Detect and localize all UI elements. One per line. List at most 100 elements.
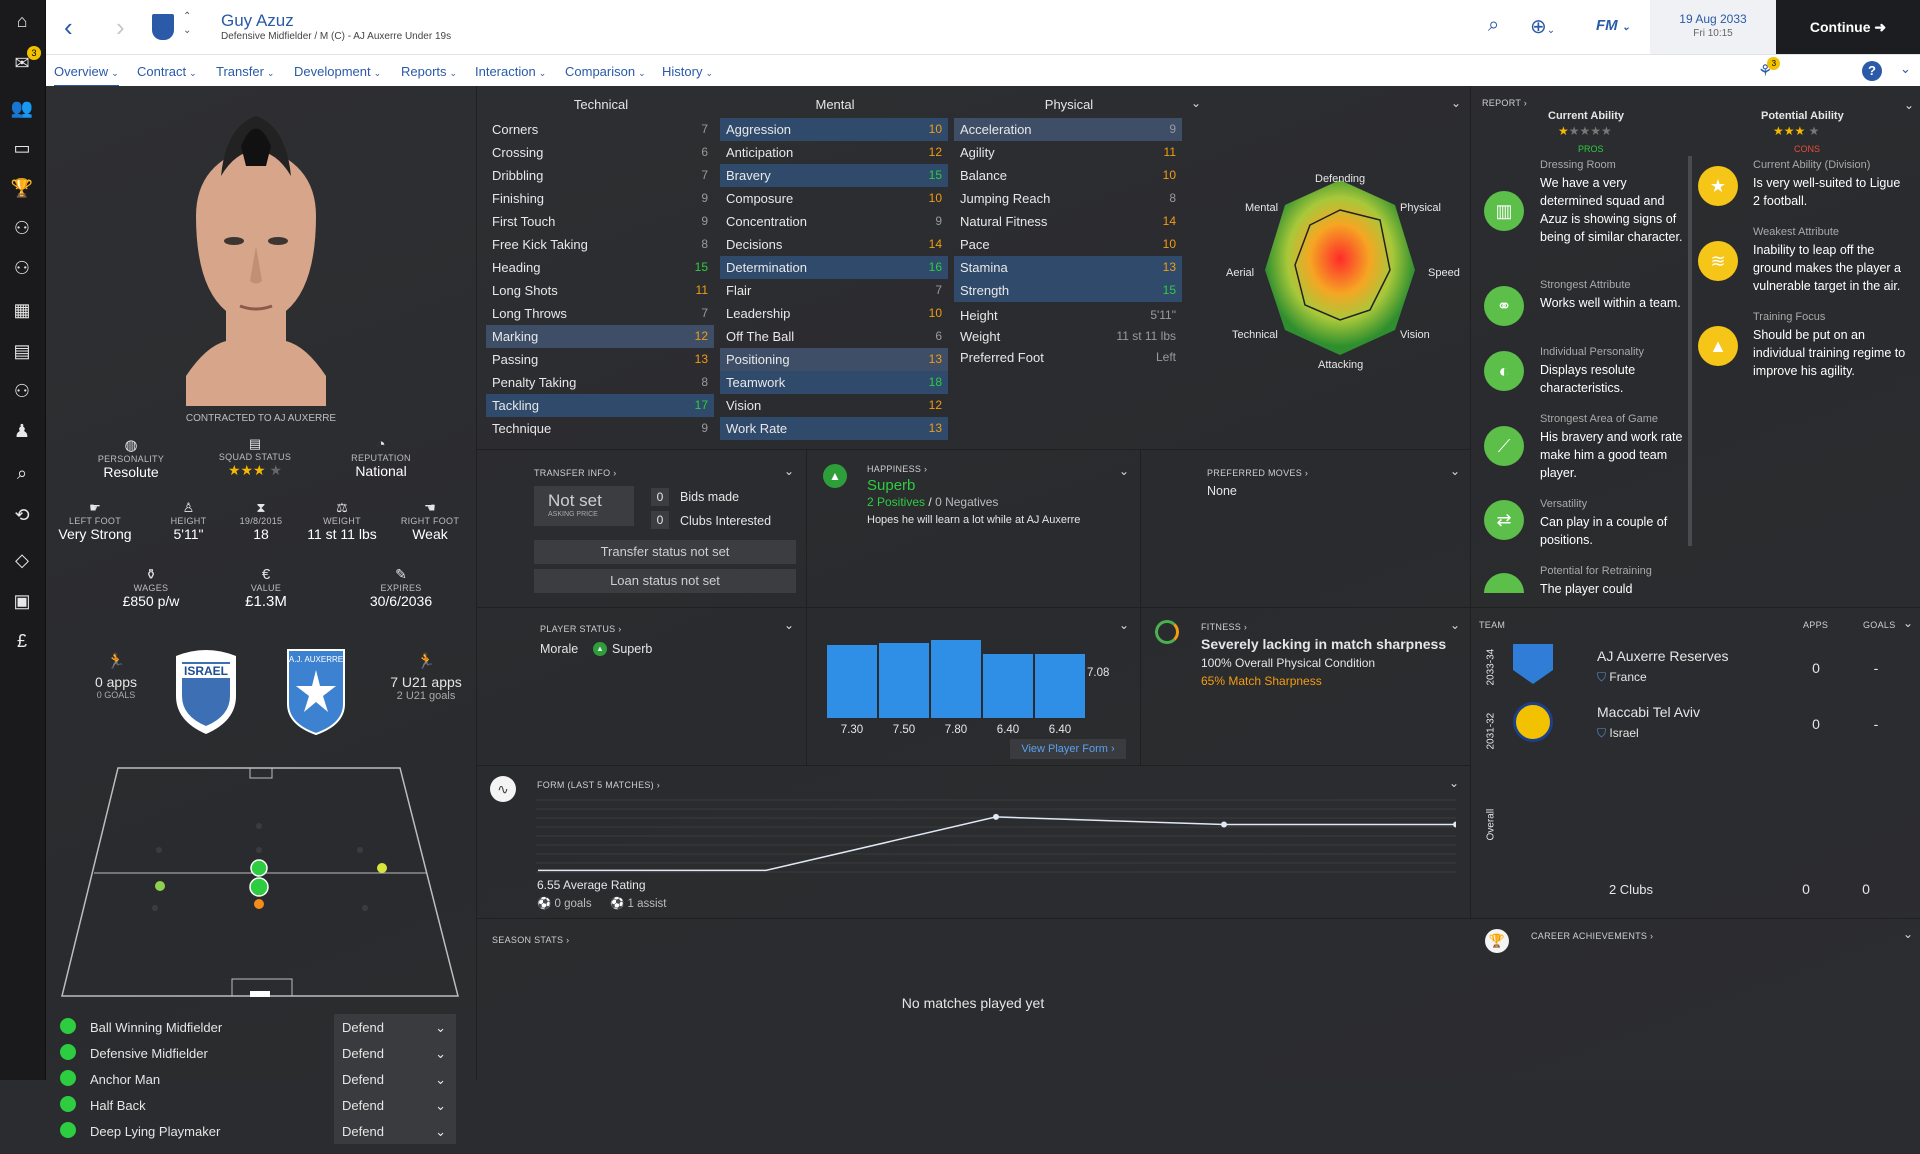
attribute-row[interactable]: Leadership 10 [720, 302, 948, 325]
help-icon[interactable]: ? [1862, 61, 1882, 81]
inbox-icon[interactable]: ✉ 3 [9, 46, 41, 76]
notifications-icon[interactable]: ⚘ 3 [1758, 57, 1781, 81]
continue-button[interactable]: Continue ➜ [1776, 0, 1920, 54]
role-row[interactable]: Ball Winning Midfielder Defend ⌄ [56, 1014, 466, 1040]
role-duty-select[interactable]: Defend ⌄ [334, 1118, 456, 1144]
career-club[interactable]: AJ Auxerre Reserves [1597, 648, 1729, 664]
rating-bar[interactable] [1035, 654, 1085, 718]
role-row[interactable]: Deep Lying Playmaker Defend ⌄ [56, 1118, 466, 1144]
attribute-row[interactable]: Acceleration 9 [954, 118, 1182, 141]
search-icon[interactable]: ⌕ [16, 462, 28, 483]
role-row[interactable]: Anchor Man Defend ⌄ [56, 1066, 466, 1092]
radar-options-icon[interactable]: ⌄ [1451, 96, 1462, 110]
attribute-row[interactable]: Natural Fitness 14 [954, 210, 1182, 233]
form-header[interactable]: FORM (LAST 5 MATCHES) › [537, 780, 661, 790]
attribute-row[interactable]: Tackling 17 [486, 394, 714, 417]
schedule-icon[interactable]: ▭ [13, 137, 31, 158]
home-icon[interactable]: ⌂ [16, 10, 28, 31]
season-stats-header[interactable]: SEASON STATS › [492, 935, 570, 945]
crest-switch-icon[interactable]: ⌃ ⌄ [183, 11, 192, 36]
attribute-row[interactable]: Technique 9 [486, 417, 714, 440]
report-header[interactable]: REPORT › [1482, 98, 1528, 108]
back-icon[interactable]: ‹ [64, 12, 73, 42]
trophy-icon[interactable]: 🏆 [10, 177, 34, 198]
club-crest-icon[interactable] [152, 14, 174, 40]
attribute-row[interactable]: Pace 10 [954, 233, 1182, 256]
tab-reports[interactable]: Reports ⌄ [401, 64, 458, 79]
attribute-row[interactable]: Dribbling 7 [486, 164, 714, 187]
attribute-row[interactable]: Finishing 9 [486, 187, 714, 210]
attribute-row[interactable]: Penalty Taking 8 [486, 371, 714, 394]
auxerre-crest-icon[interactable]: A.J. AUXERRE [276, 646, 356, 736]
role-row[interactable]: Defensive Midfielder Defend ⌄ [56, 1040, 466, 1066]
career-options-icon[interactable]: ⌄ [1903, 616, 1914, 630]
career-achievements-header[interactable]: CAREER ACHIEVEMENTS › [1531, 931, 1654, 941]
attribute-row[interactable]: Crossing 6 [486, 141, 714, 164]
briefcase-icon[interactable]: ▣ [13, 590, 31, 611]
rating-bar[interactable] [931, 640, 981, 718]
attribute-row[interactable]: Agility 11 [954, 141, 1182, 164]
attribute-row[interactable]: Jumping Reach 8 [954, 187, 1182, 210]
achievements-options-icon[interactable]: ⌄ [1903, 927, 1914, 941]
rating-bar[interactable] [983, 654, 1033, 718]
staff-icon[interactable]: ⚇ [13, 217, 31, 238]
attribute-row[interactable]: Free Kick Taking 8 [486, 233, 714, 256]
forward-icon[interactable]: › [116, 12, 125, 42]
attribute-row[interactable]: Bravery 15 [720, 164, 948, 187]
attribute-row[interactable]: Vision 12 [720, 394, 948, 417]
club-icon[interactable]: ◇ [15, 549, 29, 570]
attribute-row[interactable]: Composure 10 [720, 187, 948, 210]
attributes-options-icon[interactable]: ⌄ [1191, 96, 1202, 110]
attribute-row[interactable]: Stamina 13 [954, 256, 1182, 279]
rating-chart-options-icon[interactable]: ⌄ [1119, 618, 1130, 632]
role-row[interactable]: Half Back Defend ⌄ [56, 1092, 466, 1118]
tab-history[interactable]: History ⌄ [662, 64, 713, 79]
view-player-form-button[interactable]: View Player Form › [1010, 739, 1126, 759]
transfer-info-header[interactable]: TRANSFER INFO › [534, 468, 617, 478]
training-icon[interactable]: ♟ [13, 420, 31, 441]
tab-development[interactable]: Development ⌄ [294, 64, 382, 79]
role-duty-select[interactable]: Defend ⌄ [334, 1066, 456, 1092]
israel-crest-icon[interactable]: ISRAEL [166, 646, 246, 736]
attribute-row[interactable]: Teamwork 18 [720, 371, 948, 394]
attribute-row[interactable]: Aggression 10 [720, 118, 948, 141]
attribute-row[interactable]: Marking 12 [486, 325, 714, 348]
squad-icon[interactable]: 👥 [10, 97, 34, 118]
tab-overview[interactable]: Overview ⌄ [54, 64, 119, 87]
tab-transfer[interactable]: Transfer ⌄ [216, 64, 275, 79]
attribute-row[interactable]: Corners 7 [486, 118, 714, 141]
role-duty-select[interactable]: Defend ⌄ [334, 1040, 456, 1066]
career-club[interactable]: Maccabi Tel Aviv [1597, 704, 1700, 720]
tactics-icon[interactable]: ▦ [13, 299, 31, 320]
attribute-row[interactable]: Strength 15 [954, 279, 1182, 302]
attribute-row[interactable]: Long Shots 11 [486, 279, 714, 302]
attribute-row[interactable]: Anticipation 12 [720, 141, 948, 164]
attribute-row[interactable]: Concentration 9 [720, 210, 948, 233]
rating-bar[interactable] [879, 643, 929, 718]
attribute-row[interactable]: Decisions 14 [720, 233, 948, 256]
player-status-header[interactable]: PLAYER STATUS › [540, 624, 622, 634]
fitness-options-icon[interactable]: ⌄ [1450, 618, 1461, 632]
attribute-row[interactable]: Work Rate 13 [720, 417, 948, 440]
reports-icon[interactable]: ▤ [13, 340, 31, 361]
attribute-row[interactable]: Flair 7 [720, 279, 948, 302]
tab-comparison[interactable]: Comparison ⌄ [565, 64, 646, 79]
attribute-row[interactable]: Long Throws 7 [486, 302, 714, 325]
happiness-header[interactable]: HAPPINESS › [867, 464, 928, 474]
attribute-row[interactable]: Positioning 13 [720, 348, 948, 371]
fm-menu[interactable]: FM ⌄ [1596, 17, 1631, 34]
happiness-options-icon[interactable]: ⌄ [1119, 464, 1130, 478]
attribute-row[interactable]: Passing 13 [486, 348, 714, 371]
preferred-moves-options-icon[interactable]: ⌄ [1450, 464, 1461, 478]
form-point[interactable] [993, 813, 999, 820]
transfers-icon[interactable]: ⟲ [14, 504, 30, 525]
attribute-row[interactable]: Determination 16 [720, 256, 948, 279]
attribute-row[interactable]: First Touch 9 [486, 210, 714, 233]
tab-contract[interactable]: Contract ⌄ [137, 64, 197, 79]
report-options-icon[interactable]: ⌄ [1904, 98, 1915, 112]
attribute-row[interactable]: Off The Ball 6 [720, 325, 948, 348]
transfer-status-button[interactable]: Transfer status not set [534, 540, 796, 564]
finances-icon[interactable]: £ [16, 630, 27, 651]
form-options-icon[interactable]: ⌄ [1449, 776, 1460, 790]
preferred-moves-header[interactable]: PREFERRED MOVES › [1207, 468, 1309, 478]
